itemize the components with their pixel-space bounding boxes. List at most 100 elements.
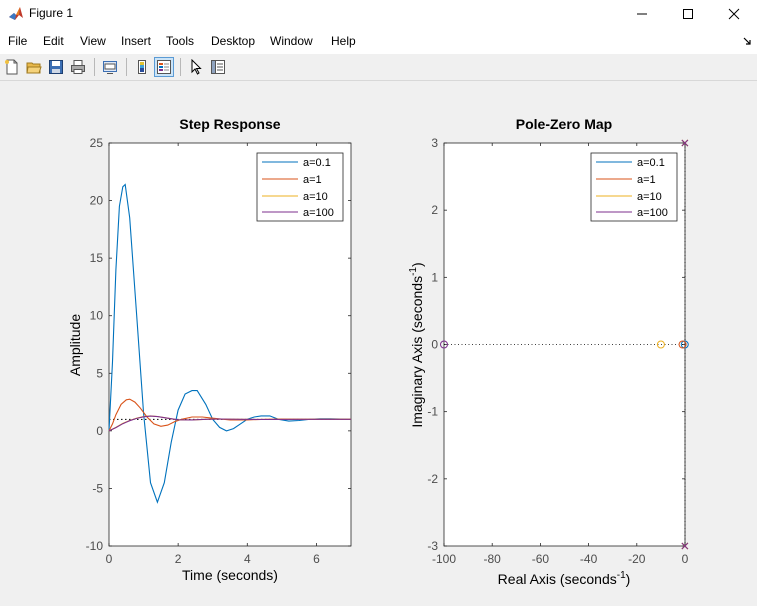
pole-zero-xlabel: Real Axis (seconds-1) [498,570,631,587]
step-ytick-label: 20 [90,194,104,208]
toolbar-separator [126,58,127,76]
legend-button[interactable] [154,57,174,77]
step-legend-box [256,152,344,222]
pz-zero-marker [678,340,687,349]
step-response-axes[interactable]: 0 2 4 6 -10 -5 0 5 10 15 20 25 Step Response Time (… [67,116,352,583]
menu-bar: File Edit View Insert Tools Desktop Wind… [0,28,757,54]
pz-zero-marker [656,340,665,349]
step-series-a-0-1 [108,183,352,504]
pz-legend-label-a-0-1: a=0.1 [637,157,665,169]
property-inspector-icon [211,60,225,74]
pz-xtick-label: -20 [628,552,646,566]
pz-pole-marker [681,542,689,550]
property-inspector-button[interactable] [208,57,228,77]
step-response-xlabel: Time (seconds) [182,567,278,583]
step-legend-label-a-0-1: a=0.1 [303,157,331,169]
pz-ylabel-end: ) [409,262,425,267]
pz-pole-stroke [681,139,689,147]
menu-insert[interactable]: Insert [121,34,152,48]
pole-zero-ylabel: Imaginary Axis (seconds-1) [408,262,425,427]
step-series-a-100 [108,415,351,432]
edit-plot-button[interactable] [186,57,206,77]
pz-ytick-label: 2 [431,203,438,217]
step-ytick-label: 25 [90,136,104,150]
close-button[interactable] [711,0,757,28]
toolbar-separator [94,58,95,76]
pole-zero-title: Pole-Zero Map [516,116,612,132]
step-ytick-label: 0 [96,424,103,438]
step-response-ylabel: Amplitude [67,314,83,376]
pz-ytick-label: 1 [431,270,438,284]
open-file-button[interactable] [24,57,44,77]
step-xtick-label: 6 [313,552,320,566]
pz-xtick-label: -60 [532,552,550,566]
pz-xtick-label: 0 [682,552,689,566]
toolbar-separator [180,58,181,76]
pz-legend[interactable]: a=0.1 a=1 a=10 a=100 [590,152,678,222]
minimize-button[interactable] [619,0,665,28]
step-xtick-label: 4 [244,552,251,566]
print-icon [71,60,85,74]
pz-ytick-label: 3 [431,136,438,150]
step-ytick-label: 5 [96,366,103,380]
step-xtick-label: 0 [106,552,113,566]
pz-legend-label-a-100: a=100 [637,207,668,219]
step-legend-label-a-10: a=10 [303,191,328,203]
step-legend-label-a-100: a=100 [303,207,334,219]
pz-axes-ticks: -100 -80 -60 -40 -20 0 -3 -2 -1 0 1 2 3 [427,136,688,566]
save-button[interactable] [46,57,66,77]
step-ytick-label: 10 [90,309,104,323]
pz-xtick-label: -80 [484,552,502,566]
title-bar: Figure 1 [0,0,757,28]
pz-xtick-label: -100 [432,552,456,566]
maximize-button[interactable] [665,0,711,28]
step-legend[interactable]: a=0.1 a=1 a=10 a=100 [256,152,344,222]
link-plot-button[interactable] [100,57,120,77]
step-xtick-label: 2 [175,552,182,566]
pz-legend-label-a-10: a=10 [637,191,662,203]
new-figure-icon [5,59,18,75]
pz-pole-marker [681,139,689,147]
figure-canvas[interactable]: 0 2 4 6 -10 -5 0 5 10 15 20 25 Step Response Time (… [0,81,757,601]
pz-ylabel-sup: -1 [408,267,419,276]
pz-ytick-label: -3 [427,539,438,553]
menu-desktop[interactable]: Desktop [211,34,256,48]
pz-xlabel-end: ) [626,571,631,587]
figure-toolbar [0,54,757,81]
pz-zero-marker [680,340,689,349]
pz-xlabel-sup: -1 [617,570,626,581]
step-ytick-label: -10 [86,539,104,553]
step-ytick-label: -5 [92,481,103,495]
maximize-icon [683,9,693,19]
legend-icon [157,60,171,74]
close-icon [728,8,740,20]
menu-file[interactable]: File [8,34,28,48]
colorbar-button[interactable] [132,57,152,77]
link-plot-icon [103,61,117,74]
pz-legend-label-a-1: a=1 [637,174,656,186]
edit-plot-icon [191,59,202,75]
pz-markers [440,139,689,550]
pz-xtick-label: -40 [580,552,598,566]
menu-help[interactable]: Help [331,34,356,48]
step-response-title: Step Response [179,116,280,132]
open-file-icon [26,62,42,74]
menu-tools[interactable]: Tools [166,34,195,48]
step-legend-label-a-1: a=1 [303,174,322,186]
window-title: Figure 1 [29,6,74,20]
pz-zero-marker [440,340,448,349]
minimize-icon [637,13,647,15]
matlab-logo-icon [9,7,23,20]
pz-ytick-label: -1 [427,405,438,419]
step-axes-ticks: 0 2 4 6 -10 -5 0 5 10 15 20 25 [86,136,351,566]
pole-zero-axes[interactable]: -100 -80 -60 -40 -20 0 -3 -2 -1 0 1 2 3 Pole-Zero Ma… [408,116,689,587]
menu-edit[interactable]: Edit [43,34,64,48]
new-figure-button[interactable] [2,57,22,77]
menu-view[interactable]: View [80,34,106,48]
menu-window[interactable]: Window [270,34,313,48]
print-button[interactable] [68,57,88,77]
step-ytick-label: 15 [90,251,104,265]
dock-arrow-icon[interactable] [743,37,753,47]
save-icon [49,60,63,74]
